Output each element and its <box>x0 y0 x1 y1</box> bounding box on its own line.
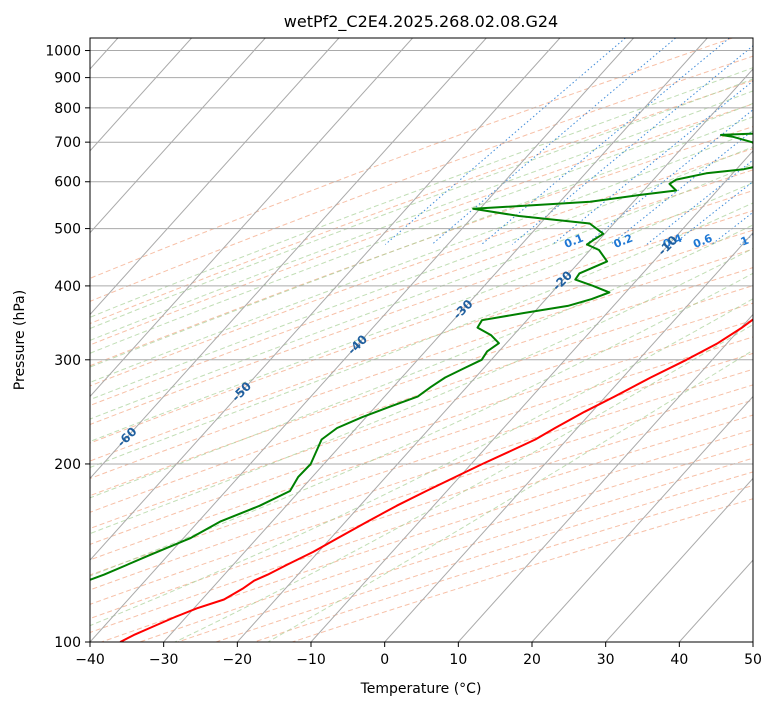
axes: −40 −30 −20 −10 0 10 20 30 40 50 100 200 300 400 500 60… <box>45 44 762 668</box>
moist-adiabat-line <box>90 224 753 499</box>
isotherm-line <box>310 150 753 642</box>
y-tick-label: 900 <box>54 71 81 87</box>
x-axis-label: Temperature (°C) <box>360 681 482 697</box>
dry-adiabat-line <box>90 229 753 462</box>
mixing-ratio-line <box>511 45 753 245</box>
isotherm-line <box>90 38 340 316</box>
y-tick-label: 100 <box>54 635 81 651</box>
moist-adiabat-line <box>90 78 753 330</box>
dry-adiabat-line <box>90 285 753 513</box>
isotherm-line <box>457 313 753 642</box>
y-axis-label: Pressure (hPa) <box>12 290 28 390</box>
x-tick-label: −10 <box>296 652 326 668</box>
moist-adiabat-line <box>90 272 753 577</box>
dewpoint-profile-line <box>90 132 753 581</box>
x-tick-label: 40 <box>670 652 688 668</box>
x-tick-label: −20 <box>223 652 253 668</box>
isotherm-line <box>605 477 753 642</box>
x-tick-label: 20 <box>523 652 541 668</box>
moist-adiabat-line <box>90 90 753 341</box>
y-tick-label: 600 <box>54 175 81 191</box>
dry-adiabat-line <box>90 267 753 497</box>
x-tick-label: 0 <box>380 652 389 668</box>
dry-adiabat-line <box>90 126 753 367</box>
y-tick-label: 1000 <box>45 44 81 60</box>
isotherm-line <box>236 68 753 642</box>
dry-adiabat-line <box>90 169 753 407</box>
moist-adiabat-line <box>90 116 753 368</box>
isotherm-line <box>90 38 561 561</box>
y-tick-label: 500 <box>54 222 81 238</box>
mixing-ratio-line <box>585 109 753 245</box>
moist-adiabat-line <box>90 102 753 354</box>
dry-adiabat-line <box>90 55 753 302</box>
isotherm-line <box>384 232 753 642</box>
moist-adiabat-line <box>90 163 753 420</box>
isotherm-line <box>163 38 708 642</box>
y-tick-label: 700 <box>54 135 81 151</box>
chart-title: wetPf2_C2E4.2025.268.02.08.G24 <box>284 12 558 32</box>
moist-adiabat-line <box>90 247 753 535</box>
mixing-ratio-line <box>646 159 753 245</box>
x-tick-label: 50 <box>744 652 762 668</box>
background-lines <box>90 38 753 642</box>
isotherm-line <box>90 38 266 234</box>
x-tick-label: −30 <box>149 652 179 668</box>
plot-frame <box>89 37 754 643</box>
moist-adiabat-line <box>267 349 753 642</box>
isotherm-line <box>90 38 487 480</box>
temperature-profile-line <box>119 318 753 642</box>
isotherm-line <box>90 38 192 152</box>
moist-adiabat-line <box>174 323 753 642</box>
x-tick-label: 30 <box>597 652 615 668</box>
moist-adiabat-line <box>90 67 753 318</box>
moist-adiabat-line <box>90 202 753 468</box>
y-tick-label: 200 <box>54 457 81 473</box>
series-layer <box>90 132 753 642</box>
x-tick-label: 10 <box>449 652 467 668</box>
mixing-ratio-line <box>431 38 676 245</box>
dry-adiabat-line <box>90 79 753 325</box>
y-tick-label: 300 <box>54 353 81 369</box>
isotherm-line <box>531 395 753 642</box>
dry-adiabat-line <box>90 190 753 426</box>
mixing-ratio-label: 1 <box>739 234 751 249</box>
y-tick-label: 400 <box>54 279 81 295</box>
x-tick-label: −40 <box>75 652 105 668</box>
y-tick-label: 800 <box>54 101 81 117</box>
mixing-ratio-line <box>552 80 753 245</box>
isotherm-line <box>90 38 413 398</box>
dry-adiabat-line <box>90 210 753 444</box>
